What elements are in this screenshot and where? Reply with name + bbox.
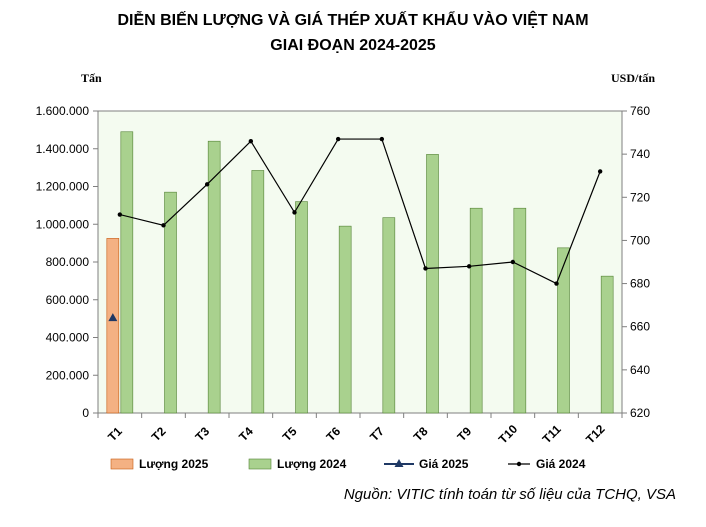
- point-gia-2024: [423, 266, 428, 271]
- right-tick-label: 660: [630, 320, 650, 334]
- left-axis-unit: Tấn: [81, 71, 102, 85]
- left-tick-label: 1.000.000: [36, 217, 90, 231]
- chart-title-line-2: GIAI ĐOẠN 2024-2025: [270, 37, 436, 54]
- bar-luong-2024: [120, 131, 134, 414]
- point-gia-2024: [248, 139, 254, 144]
- category-label: T3: [192, 424, 212, 444]
- category-label: T1: [105, 424, 125, 444]
- bar-luong-2024: [382, 217, 396, 414]
- left-tick-label: 200.000: [46, 368, 90, 382]
- category-label: T2: [149, 424, 169, 444]
- point-gia-2024: [117, 212, 123, 217]
- chart-title-line-1: DIỄN BIẾN LƯỢNG VÀ GIÁ THÉP XUẤT KHẨU VÀ…: [117, 12, 589, 29]
- category-label: T11: [540, 422, 564, 446]
- left-tick-label: 1.200.000: [36, 180, 90, 194]
- point-gia-2024: [335, 136, 341, 142]
- category-label: T8: [411, 424, 431, 444]
- category-label: T10: [496, 422, 521, 447]
- left-tick-label: 1.600.000: [36, 104, 90, 118]
- right-axis-unit: USD/tấn: [611, 71, 656, 85]
- bar-luong-2024: [295, 201, 308, 414]
- point-gia-2024: [554, 281, 559, 286]
- bar-luong-2024: [513, 207, 527, 414]
- bar-luong-2024: [338, 225, 352, 414]
- point-gia-2024: [510, 259, 516, 265]
- legend-label-luong-2024: Lượng 2024: [277, 457, 347, 471]
- right-tick-label: 740: [630, 147, 650, 161]
- source-note: Nguồn: VITIC tính toán từ số liệu của TC…: [343, 486, 676, 503]
- legend-label-gia-2025: Giá 2025: [419, 457, 469, 471]
- category-label: T7: [367, 424, 387, 444]
- bar-luong-2024: [251, 170, 265, 414]
- legend-swatch-luong-2024: [248, 458, 272, 470]
- category-label: T6: [323, 424, 343, 444]
- bar-luong-2024: [426, 154, 439, 414]
- right-tick-label: 640: [630, 363, 650, 377]
- point-gia-2025: [108, 313, 118, 322]
- category-label: T4: [236, 424, 256, 444]
- bar-luong-2025: [106, 238, 120, 414]
- point-gia-2024: [204, 182, 210, 187]
- plot-area: [97, 110, 623, 414]
- right-tick-label: 720: [630, 190, 650, 204]
- category-label: T5: [280, 424, 300, 444]
- point-gia-2024: [161, 223, 166, 228]
- category-label: T9: [454, 424, 474, 444]
- point-gia-2024: [292, 210, 297, 215]
- category-label: T12: [583, 422, 608, 447]
- right-tick-label: 760: [630, 104, 650, 118]
- left-tick-label: 600.000: [46, 293, 90, 307]
- line-gia-2024: [119, 138, 601, 285]
- legend-label-luong-2025: Lượng 2025: [139, 457, 209, 471]
- left-tick-label: 1.400.000: [36, 142, 90, 156]
- left-tick-label: 0: [82, 406, 89, 420]
- left-tick-label: 800.000: [46, 255, 90, 269]
- left-tick-label: 400.000: [46, 331, 90, 345]
- legend-marker-gia-2025: [394, 459, 404, 467]
- right-tick-label: 700: [630, 233, 650, 247]
- legend-label-gia-2024: Giá 2024: [536, 457, 586, 471]
- legend-marker-gia-2024: [516, 461, 522, 467]
- point-gia-2024: [597, 169, 603, 174]
- bar-luong-2024: [164, 191, 177, 414]
- bar-luong-2024: [600, 275, 614, 414]
- right-tick-label: 620: [630, 406, 650, 420]
- point-gia-2024: [466, 264, 472, 269]
- legend-swatch-luong-2025: [110, 458, 134, 470]
- right-tick-label: 680: [630, 277, 650, 291]
- bar-luong-2024: [469, 207, 483, 414]
- bar-luong-2024: [557, 247, 570, 414]
- bar-luong-2024: [207, 140, 221, 414]
- point-gia-2024: [379, 136, 385, 142]
